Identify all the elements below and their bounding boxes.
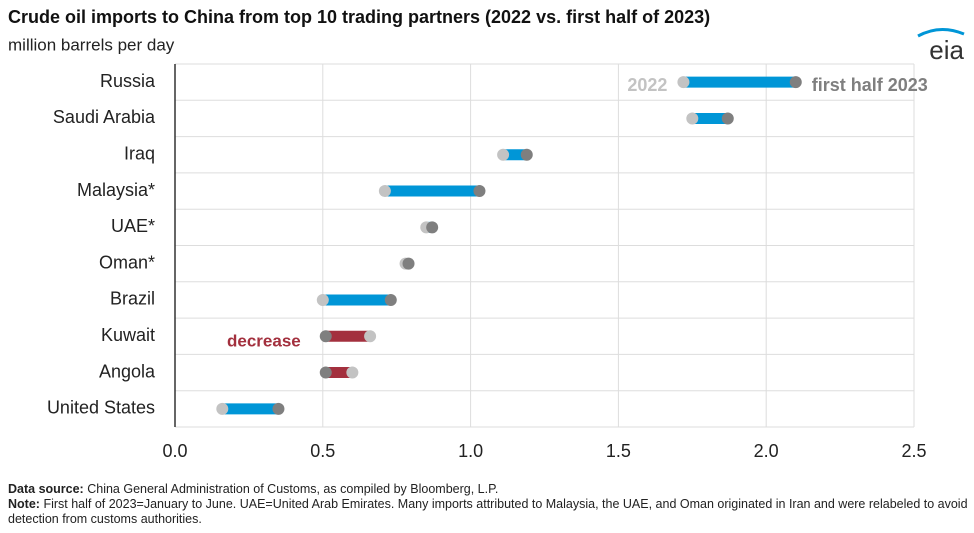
dot-2023 <box>426 221 439 234</box>
notes: Data source: China General Administratio… <box>8 482 970 527</box>
dot-2022 <box>216 402 229 415</box>
dot-2023 <box>272 402 285 415</box>
legend-label: first half 2023 <box>812 75 928 95</box>
dot-2023 <box>721 112 734 125</box>
note-label: Note: <box>8 497 40 511</box>
source-label: Data source: <box>8 482 84 496</box>
x-tick-label: 2.0 <box>754 441 779 461</box>
y-tick-label: Russia <box>100 71 156 91</box>
dot-2023 <box>319 366 332 379</box>
y-tick-label: Angola <box>99 361 156 381</box>
dot-2023 <box>402 257 415 270</box>
x-tick-label: 0.5 <box>310 441 335 461</box>
dot-2022 <box>677 76 690 89</box>
note: First half of 2023=January to June. UAE=… <box>8 497 968 526</box>
dot-2023 <box>520 148 533 161</box>
y-tick-label: Brazil <box>110 289 155 309</box>
dot-2022 <box>497 148 510 161</box>
logo-swoosh <box>917 28 965 38</box>
x-tick-label: 0.0 <box>162 441 187 461</box>
dot-2023 <box>319 330 332 343</box>
chart: Crude oil imports to China from top 10 t… <box>8 7 965 461</box>
source: China General Administration of Customs,… <box>87 482 499 496</box>
dot-2022 <box>346 366 359 379</box>
annotation: decrease <box>227 332 301 351</box>
y-tick-label: Saudi Arabia <box>53 107 156 127</box>
dot-2023 <box>384 293 397 306</box>
x-tick-label: 1.5 <box>606 441 631 461</box>
dot-2022 <box>316 293 329 306</box>
logo: eia <box>929 35 964 65</box>
x-tick-label: 1.0 <box>458 441 483 461</box>
dot-2023 <box>789 76 802 89</box>
note-line: Note: First half of 2023=January to June… <box>8 497 970 527</box>
y-tick-label: Malaysia* <box>77 180 155 200</box>
dot-2022 <box>686 112 699 125</box>
dot-2022 <box>364 330 377 343</box>
x-tick-label: 2.5 <box>901 441 926 461</box>
chart-title: Crude oil imports to China from top 10 t… <box>8 7 710 27</box>
y-tick-label: Oman* <box>99 252 155 272</box>
y-tick-label: UAE* <box>111 216 155 236</box>
y-tick-label: Iraq <box>124 144 155 164</box>
y-tick-label: Kuwait <box>101 325 155 345</box>
y-tick-label: United States <box>47 398 155 418</box>
legend-label: 2022 <box>627 75 667 95</box>
source-line: Data source: China General Administratio… <box>8 482 970 497</box>
dot-2023 <box>473 185 486 198</box>
dot-2022 <box>378 185 391 198</box>
chart-subtitle: million barrels per day <box>8 35 175 54</box>
